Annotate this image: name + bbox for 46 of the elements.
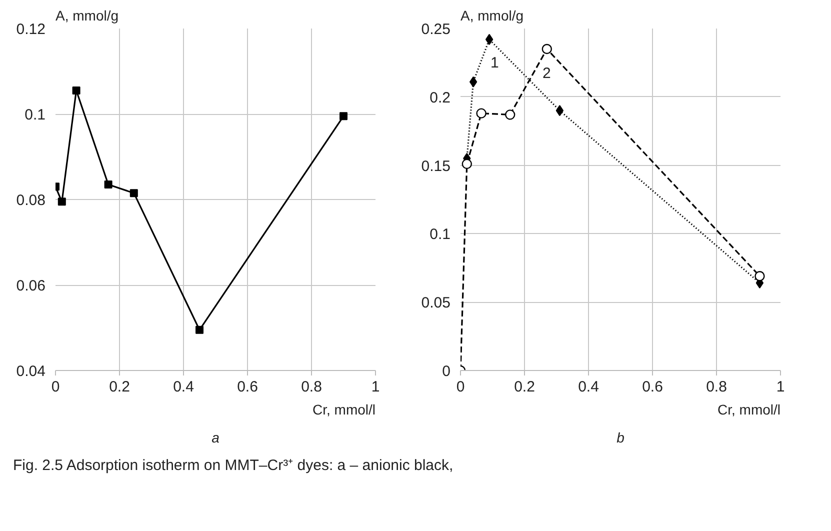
point xyxy=(58,198,66,206)
point xyxy=(196,326,204,334)
point xyxy=(469,76,478,88)
point xyxy=(556,105,564,116)
x-tick-label: 0.6 xyxy=(642,378,663,396)
x-tick-label: 1 xyxy=(776,378,785,396)
text: b xyxy=(616,430,625,446)
y-axis-title: A, mmol/g xyxy=(460,8,524,24)
x-tick-label: 0.4 xyxy=(173,378,194,396)
text: a xyxy=(212,430,220,446)
x-tick-label: 0.6 xyxy=(237,378,258,396)
y-tick-label: 0.15 xyxy=(421,158,451,175)
x-tick-label: 0.8 xyxy=(301,378,322,396)
point xyxy=(476,108,486,118)
y-tick-label: 0.06 xyxy=(16,278,46,294)
y-tick-label: 0.1 xyxy=(24,106,46,124)
y-axis-title: A, mmol/g xyxy=(56,8,119,24)
point xyxy=(542,44,552,54)
point xyxy=(72,86,80,94)
x-tick-label: 0 xyxy=(51,378,60,396)
y-tick-label: 0.2 xyxy=(430,89,451,106)
x-tick-label: 0.8 xyxy=(706,378,727,396)
x-tick-label: 0 xyxy=(456,378,465,396)
series-label: 2 xyxy=(542,64,551,82)
point xyxy=(130,189,138,198)
point xyxy=(505,110,516,120)
y-tick-label: 0.08 xyxy=(16,192,46,209)
x-axis-title: Cr, mmol/l xyxy=(718,402,780,418)
y-tick-label: 0.04 xyxy=(16,363,46,380)
y-tick-label: 0 xyxy=(442,363,450,380)
point xyxy=(340,112,348,120)
point xyxy=(485,34,494,45)
y-tick-label: 0.25 xyxy=(421,21,451,38)
caption: Fig. 2.5 Adsorption isotherm on MMT–Cr³⁺ dyes: a – anionic black, xyxy=(13,456,454,476)
point xyxy=(754,271,765,282)
y-tick-label: 0.12 xyxy=(16,21,46,38)
x-tick-label: 0.2 xyxy=(514,378,535,396)
point xyxy=(104,180,112,189)
x-tick-label: 1 xyxy=(371,378,380,396)
point xyxy=(462,158,472,170)
y-tick-label: 0.05 xyxy=(421,294,451,312)
series-label: 1 xyxy=(490,54,499,72)
x-axis-title: Cr, mmol/l xyxy=(312,402,376,418)
x-tick-label: 0.2 xyxy=(109,378,130,396)
x-tick-label: 0.4 xyxy=(578,378,599,396)
y-tick-label: 0.1 xyxy=(430,226,451,244)
